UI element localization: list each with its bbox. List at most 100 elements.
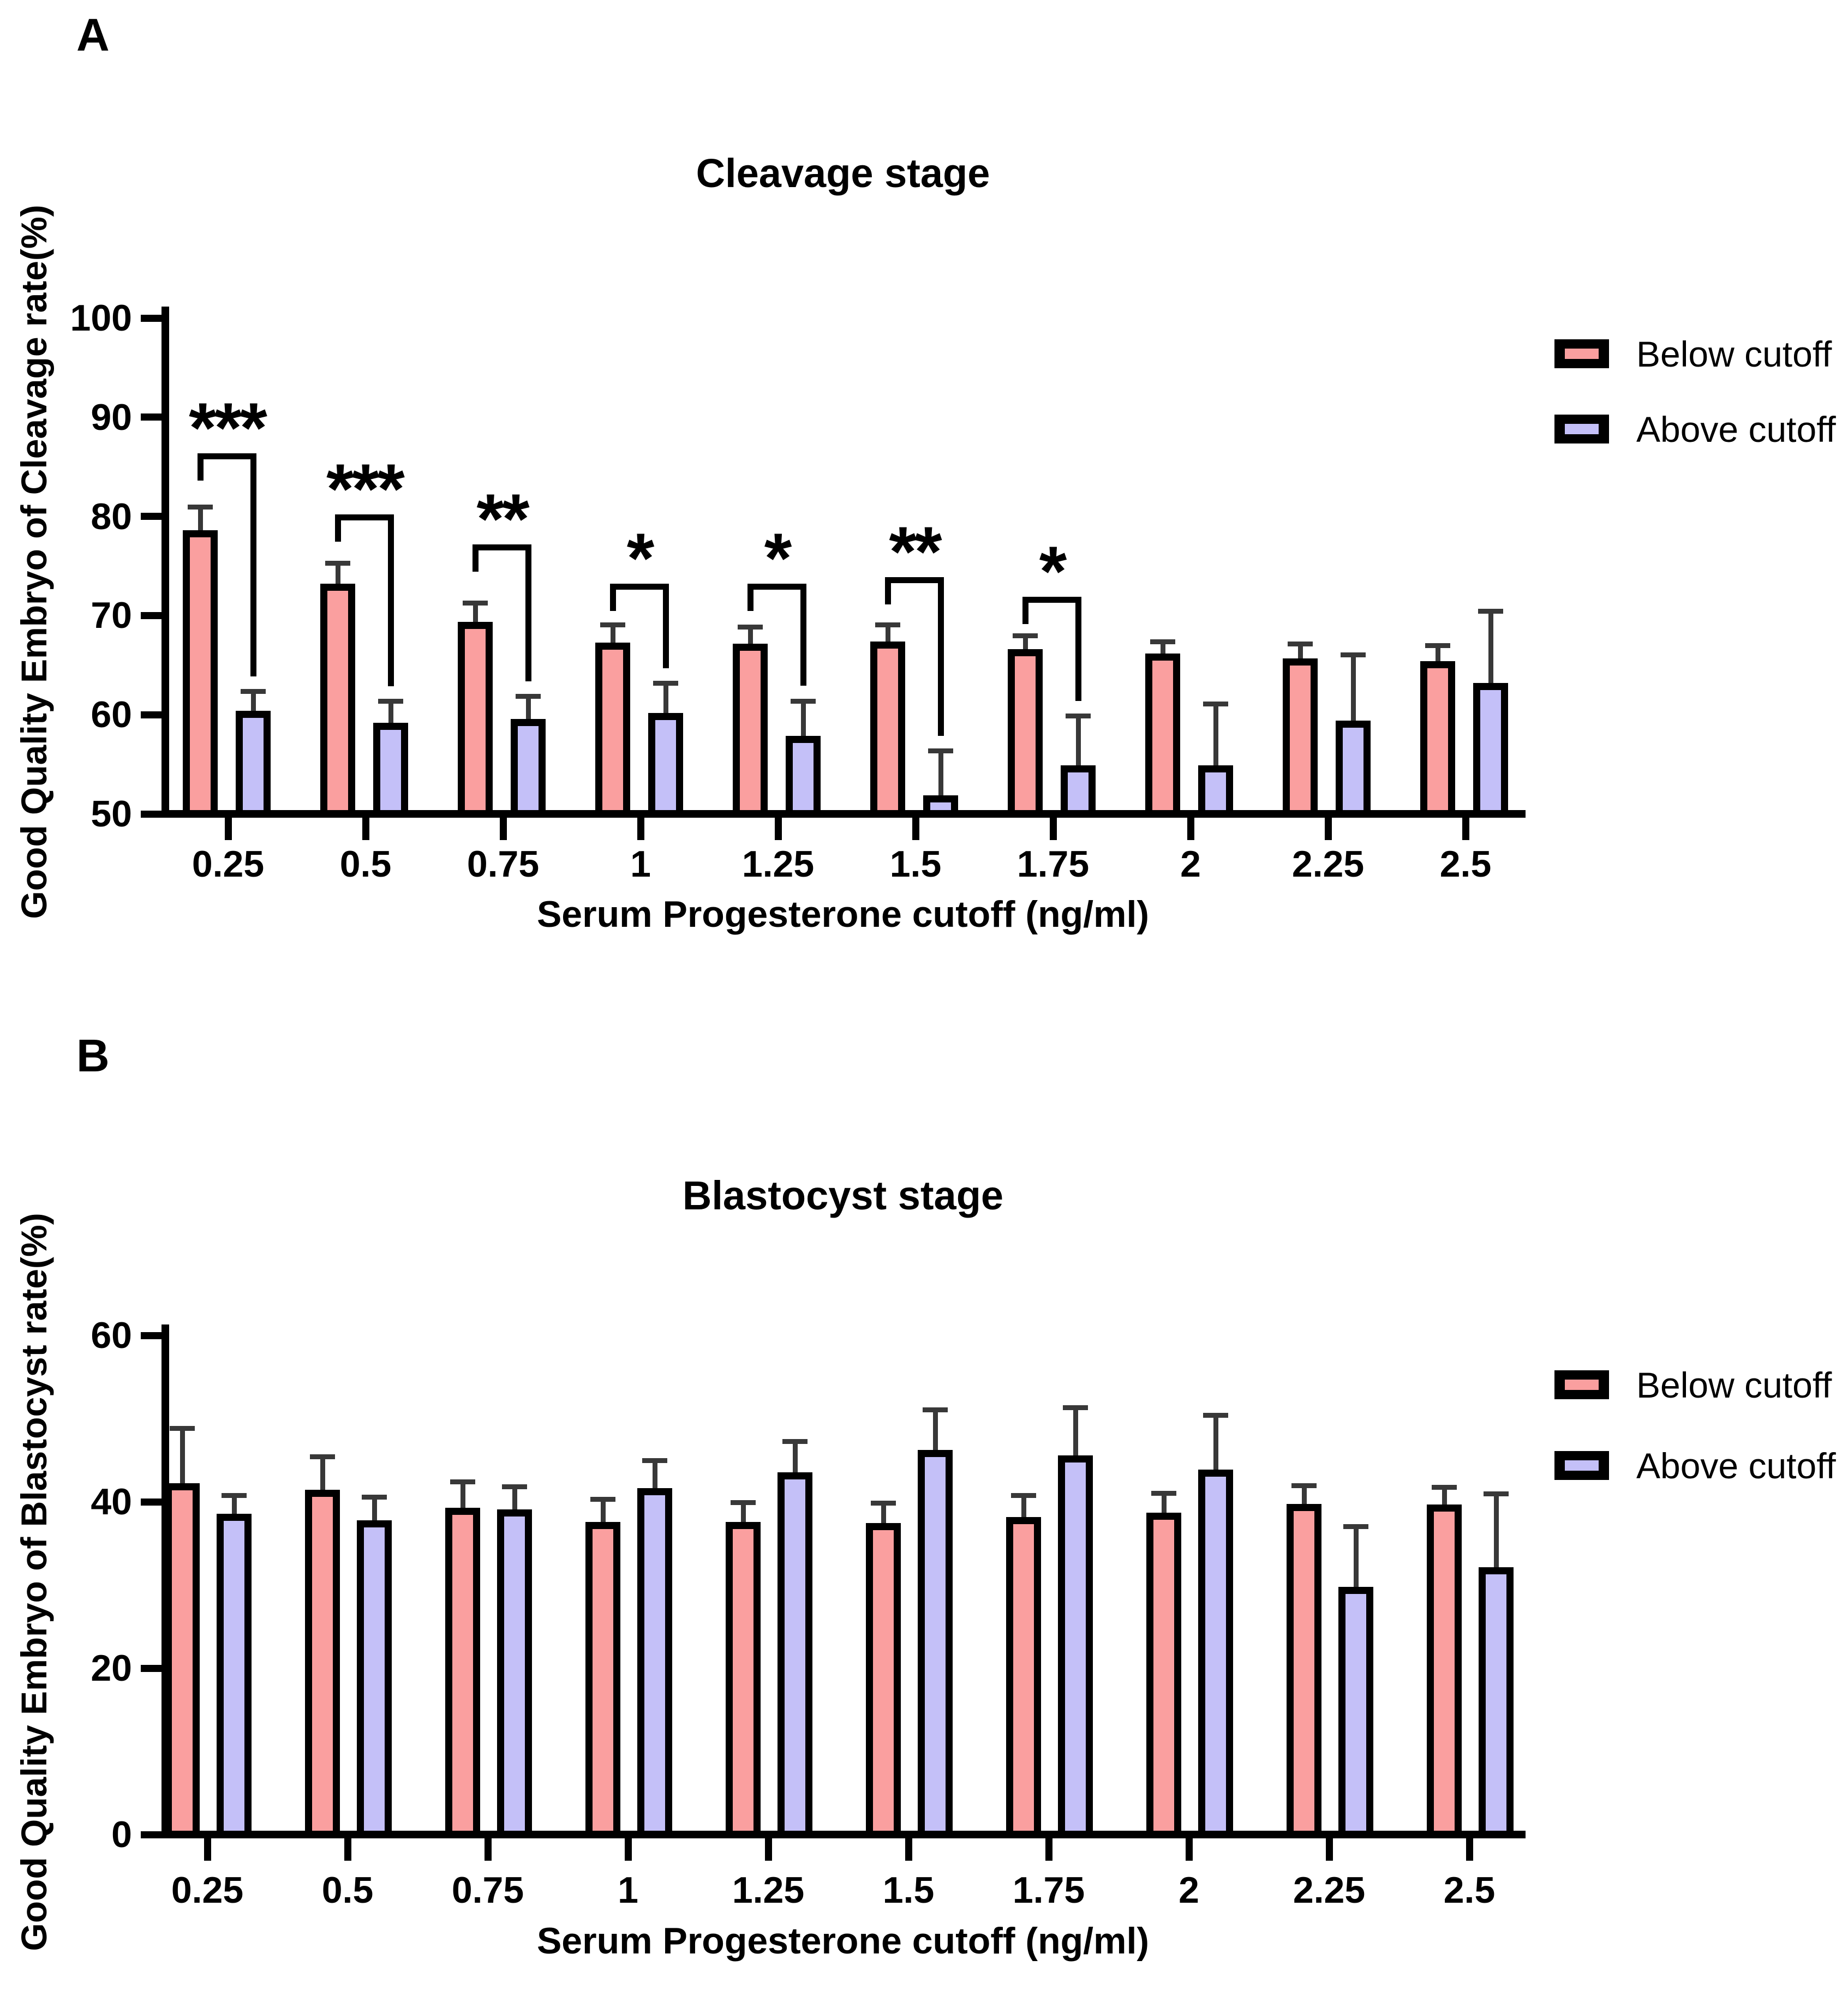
error-bar-stem [1213, 1415, 1218, 1477]
x-tick-label: 1.5 [889, 843, 942, 885]
error-bar-cap [310, 1454, 335, 1459]
x-tick [1325, 818, 1332, 840]
error-bar-stem [1161, 642, 1165, 661]
bar-below [305, 1490, 340, 1838]
error-bar-cap [241, 689, 266, 694]
sig-bracket-left [1022, 597, 1028, 624]
error-bar-cap [923, 1407, 948, 1412]
error-bar-stem [1023, 636, 1028, 656]
bar-above [373, 723, 408, 818]
panel-a-x-axis-label: Serum Progesterone cutoff (ng/ml) [536, 894, 1150, 935]
error-bar-stem [526, 696, 531, 726]
error-bar-cap [325, 561, 350, 566]
error-bar-cap [875, 622, 900, 627]
sig-asterisks: * [764, 518, 792, 598]
error-bar-cap [791, 699, 816, 704]
error-bar-stem [1298, 644, 1303, 666]
bar-below [1008, 649, 1043, 818]
sig-bracket-right [525, 544, 531, 681]
bar-above [648, 713, 683, 818]
sig-asterisks: * [1039, 531, 1067, 611]
error-bar-stem [1494, 1494, 1499, 1574]
error-bar-stem [741, 1502, 746, 1530]
bar-below [1145, 654, 1180, 818]
bar-above [1198, 765, 1233, 818]
error-bar-cap [1063, 1405, 1088, 1410]
legend-stripe-above-icon [1565, 1460, 1599, 1471]
error-bar-stem [938, 751, 943, 802]
error-bar-cap [463, 601, 488, 606]
legend-swatch-below-icon [1554, 1370, 1609, 1399]
error-bar-cap [1150, 639, 1175, 644]
y-tick-label: 90 [91, 397, 132, 438]
y-tick [141, 1499, 162, 1506]
y-tick [141, 1665, 162, 1672]
x-tick-label: 2 [1180, 843, 1201, 885]
error-bar-stem [512, 1486, 517, 1517]
error-bar-stem [1213, 704, 1218, 772]
error-bar-stem [232, 1495, 237, 1521]
bar-above [1338, 1587, 1373, 1838]
x-tick-label: 0.75 [451, 1869, 524, 1911]
sig-bracket-horizontal [473, 544, 531, 550]
x-tick [1466, 1838, 1473, 1861]
error-bar-cap [1288, 642, 1313, 646]
bar-above [1473, 683, 1508, 818]
error-bar-cap [1066, 714, 1091, 718]
legend-swatch-above-icon [1554, 415, 1609, 443]
error-bar-stem [1302, 1485, 1307, 1511]
x-tick [362, 818, 369, 840]
bar-below [870, 642, 905, 818]
error-bar-cap [1432, 1485, 1457, 1490]
y-tick [141, 1332, 162, 1339]
sig-bracket-horizontal [885, 577, 944, 583]
legend-label-below: Below cutoff [1636, 1365, 1832, 1405]
bar-above [1198, 1470, 1233, 1838]
error-bar-cap [1291, 1483, 1317, 1488]
panel-b-label: B [76, 1030, 110, 1081]
bar-above [1336, 721, 1371, 818]
x-axis-line [162, 810, 1526, 818]
x-tick [1045, 1838, 1052, 1861]
sig-bracket-horizontal [1022, 597, 1081, 603]
error-bar-cap [1203, 702, 1228, 706]
panel-b-x-axis-label: Serum Progesterone cutoff (ng/ml) [536, 1920, 1150, 1962]
error-bar-stem [473, 603, 478, 629]
sig-asterisks: * [626, 518, 655, 598]
sig-bracket-horizontal [198, 453, 256, 459]
error-bar-stem [933, 1410, 938, 1456]
error-bar-stem [1488, 611, 1493, 691]
sig-bracket-left [335, 514, 341, 542]
sig-bracket-horizontal [747, 584, 806, 590]
x-tick-label: 2 [1179, 1869, 1199, 1911]
legend-stripe-below-icon [1565, 1380, 1599, 1390]
sig-bracket-left [473, 544, 479, 572]
error-bar-cap [502, 1484, 527, 1489]
y-tick-label: 40 [91, 1481, 132, 1523]
bar-above [497, 1509, 532, 1838]
legend-stripe-above-icon [1565, 424, 1599, 434]
error-bar-cap [516, 694, 541, 699]
error-bar-stem [336, 563, 340, 591]
error-bar-stem [1436, 645, 1440, 668]
bar-above [1061, 765, 1096, 818]
bar-below [1287, 1504, 1321, 1838]
x-tick-label: 1.75 [1016, 843, 1090, 885]
x-tick-label: 0.25 [171, 1869, 244, 1911]
error-bar-stem [372, 1497, 377, 1527]
error-bar-cap [928, 748, 953, 753]
bar-above [1479, 1567, 1514, 1838]
sig-asterisks: ** [476, 479, 529, 559]
error-bar-cap [378, 699, 403, 704]
error-bar-cap [1425, 643, 1450, 648]
x-tick-label: 2.25 [1293, 1869, 1366, 1911]
y-tick [141, 315, 162, 322]
error-bar-cap [600, 622, 625, 627]
error-bar-cap [738, 625, 763, 630]
bar-below [1146, 1513, 1181, 1838]
bar-below [733, 644, 768, 818]
error-bar-stem [1442, 1487, 1447, 1512]
x-tick-label: 2.5 [1439, 843, 1492, 885]
error-bar-cap [1343, 1524, 1368, 1529]
